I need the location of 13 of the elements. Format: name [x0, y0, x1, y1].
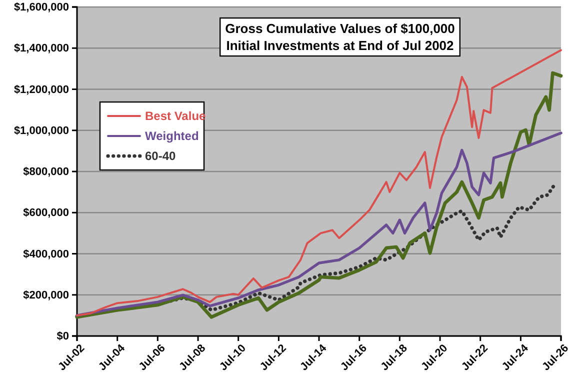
y-tick-label: $600,000 — [23, 207, 69, 220]
line-series — [76, 132, 562, 317]
y-tick-label: $1,000,000 — [14, 124, 69, 137]
legend-label: Weighted — [145, 129, 199, 143]
y-tick-label: $1,400,000 — [14, 42, 69, 55]
y-tick-label: $800,000 — [23, 166, 69, 178]
y-tick-label: $1,200,000 — [14, 84, 69, 96]
text: Gross Cumulative Values of $100,000 Initial Investments at End of Jul 2002 — [225, 21, 455, 53]
y-tick-label: $400,000 — [23, 248, 69, 260]
y-tick-label: $0 — [56, 330, 69, 343]
y-tick-label: $200,000 — [23, 289, 69, 302]
y-tick-label: $1,600,000 — [14, 2, 69, 14]
legend-label: 60-40 — [145, 149, 176, 163]
